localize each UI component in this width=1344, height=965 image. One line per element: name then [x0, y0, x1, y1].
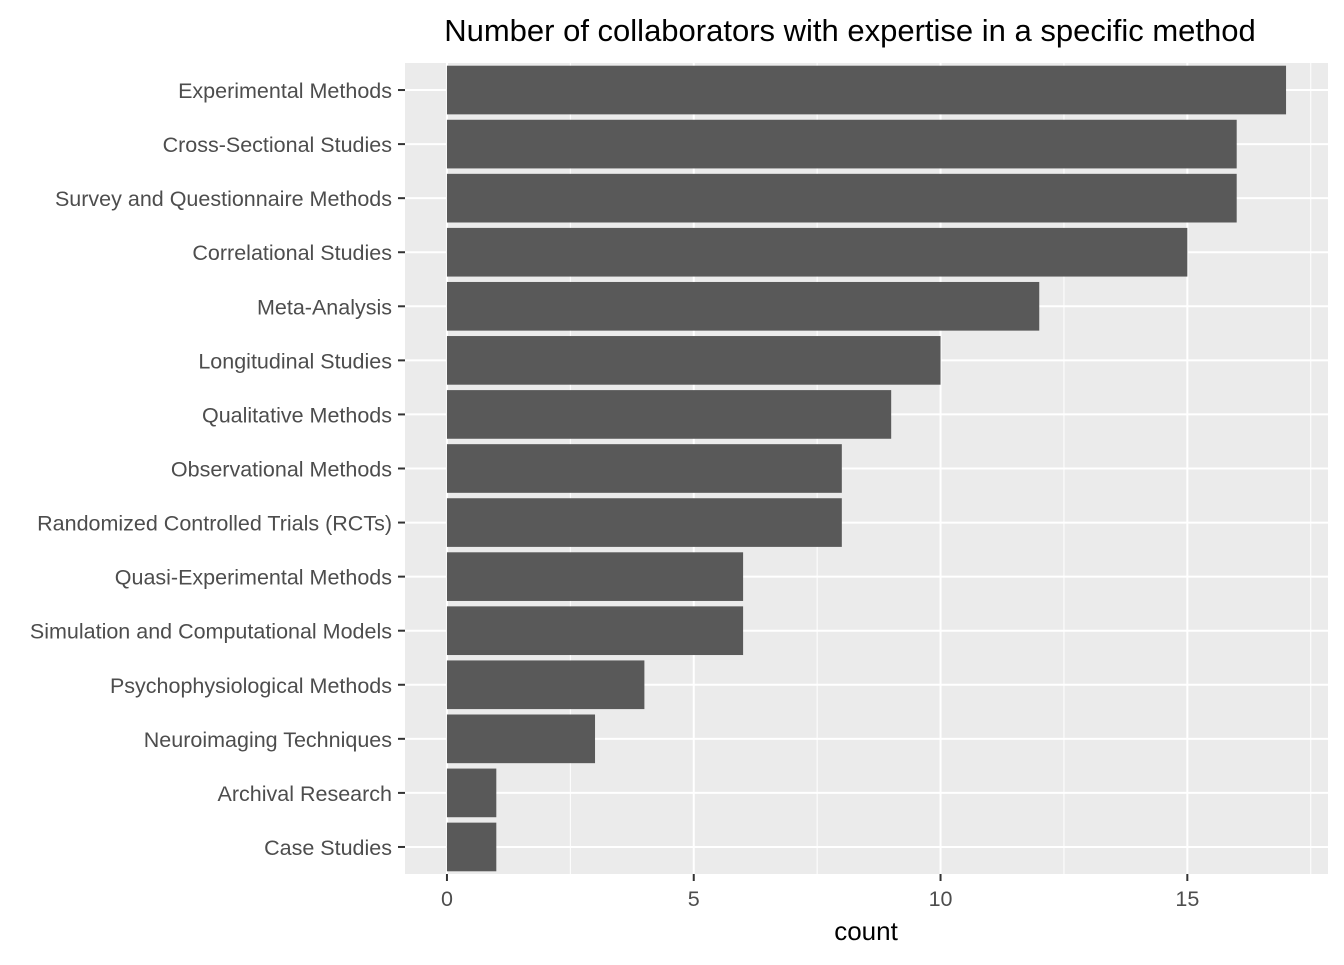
bar	[446, 390, 892, 439]
y-tick-label: Neuroimaging Techniques	[144, 728, 392, 752]
x-axis: 0 5 10 15	[441, 874, 1199, 911]
bar	[446, 768, 497, 818]
y-tick-label: Psychophysiological Methods	[110, 674, 392, 698]
bar	[446, 336, 941, 385]
x-tick-label: 5	[688, 887, 700, 911]
y-tick-label: Observational Methods	[171, 458, 392, 482]
bar	[446, 444, 842, 493]
bar	[446, 281, 1040, 331]
x-tick-label: 10	[929, 887, 953, 911]
y-tick-label: Quasi-Experimental Methods	[115, 566, 392, 590]
bar	[446, 119, 1237, 169]
bar	[446, 227, 1188, 277]
y-axis: Experimental Methods Cross-Sectional Stud…	[30, 79, 405, 860]
y-tick-label: Simulation and Computational Models	[30, 620, 392, 644]
bar	[446, 660, 645, 710]
bar	[446, 714, 596, 764]
bar	[446, 498, 842, 547]
x-tick-label: 0	[441, 887, 453, 911]
y-tick-label: Archival Research	[218, 782, 392, 806]
bar	[446, 65, 1287, 115]
y-tick-label: Cross-Sectional Studies	[163, 133, 392, 157]
y-tick-label: Correlational Studies	[192, 241, 392, 265]
y-tick-label: Qualitative Methods	[202, 403, 392, 427]
x-tick-label: 15	[1175, 887, 1199, 911]
chart-title: Number of collaborators with expertise i…	[444, 13, 1256, 48]
y-tick-label: Meta-Analysis	[257, 295, 392, 319]
y-tick-label: Longitudinal Studies	[198, 349, 392, 373]
bars	[446, 65, 1287, 872]
y-tick-label: Survey and Questionnaire Methods	[55, 187, 392, 211]
bar	[446, 552, 744, 601]
bar	[446, 606, 744, 656]
y-tick-label: Case Studies	[264, 836, 392, 860]
x-axis-title: count	[834, 916, 898, 946]
bar	[446, 173, 1237, 223]
y-tick-label: Experimental Methods	[178, 79, 392, 103]
y-tick-label: Randomized Controlled Trials (RCTs)	[37, 512, 392, 536]
bar	[446, 822, 497, 872]
